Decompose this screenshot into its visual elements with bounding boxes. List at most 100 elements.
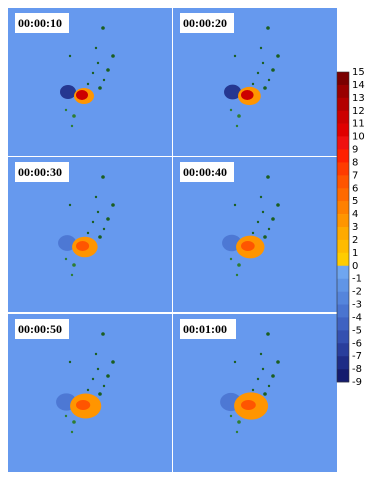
positive-core [241, 400, 256, 410]
colorbar-band [337, 265, 349, 279]
sea [8, 314, 172, 472]
colorbar-tick-label: 8 [352, 157, 358, 168]
colorbar-band [337, 304, 349, 318]
island [70, 124, 74, 128]
colorbar-frame [336, 71, 350, 383]
island [94, 46, 98, 50]
positive-core [76, 400, 91, 410]
island [256, 71, 260, 75]
colorbar-tick-label: 2 [352, 235, 358, 246]
island [266, 332, 270, 336]
island [91, 220, 95, 224]
island [235, 430, 239, 434]
colorbar-tick-label: -4 [352, 312, 362, 323]
negative-blob [224, 84, 242, 100]
colorbar-band [337, 149, 349, 163]
colorbar-band [337, 356, 349, 370]
time-label: 00:00:10 [18, 16, 62, 30]
island [263, 86, 267, 90]
island [102, 227, 106, 231]
colorbar-tick-label: 12 [352, 106, 365, 117]
colorbar-band [337, 239, 349, 254]
island [64, 108, 68, 112]
colorbar-band [337, 97, 349, 112]
island [106, 217, 110, 221]
island [70, 430, 74, 434]
island [237, 420, 241, 424]
island [96, 61, 100, 65]
island [233, 54, 237, 58]
colorbar-tick-label: 5 [352, 196, 358, 207]
colorbar-band [337, 162, 349, 176]
map-panel: 00:01:00 [173, 314, 337, 472]
colorbar-tick-label: 11 [352, 119, 365, 130]
island [72, 114, 76, 118]
time-box [180, 13, 234, 33]
colorbar-tick-label: -3 [352, 300, 362, 311]
colorbar-tick-label: 7 [352, 170, 358, 181]
colorbar-band [337, 343, 349, 357]
island [68, 360, 72, 364]
island [263, 235, 267, 239]
time-label: 00:00:20 [183, 16, 227, 30]
time-box [15, 319, 69, 339]
island [251, 231, 255, 235]
island [251, 82, 255, 86]
colorbar-tick-label: 6 [352, 183, 358, 194]
island [261, 61, 265, 65]
colorbar-band [337, 175, 349, 189]
island [94, 195, 98, 199]
island [101, 175, 105, 179]
negative-blob [58, 235, 77, 251]
island [111, 54, 115, 58]
island [94, 352, 98, 356]
positive-core [241, 241, 255, 251]
positive-core [76, 241, 90, 251]
island [235, 124, 239, 128]
colorbar-band [337, 317, 349, 331]
island [271, 68, 275, 72]
island [70, 273, 74, 277]
colorbar-tick-label: -1 [352, 274, 362, 285]
island [267, 227, 271, 231]
island [259, 352, 263, 356]
island [261, 210, 265, 214]
sea [8, 157, 172, 312]
island [111, 203, 115, 207]
island [267, 78, 271, 82]
island [106, 68, 110, 72]
island [91, 71, 95, 75]
island [101, 332, 105, 336]
map-panel: 00:00:30 [8, 157, 172, 312]
time-label: 00:00:50 [18, 322, 62, 336]
island [96, 210, 100, 214]
map-panel: 00:00:20 [173, 8, 337, 156]
island [251, 388, 255, 392]
island [72, 420, 76, 424]
island [229, 257, 233, 261]
colorbar-tick-label: 4 [352, 209, 358, 220]
island [267, 384, 271, 388]
island [98, 235, 102, 239]
colorbar-tick-label: 14 [352, 80, 365, 91]
island [266, 175, 270, 179]
island [259, 195, 263, 199]
time-box [15, 13, 69, 33]
colorbar-tick-label: 0 [352, 261, 358, 272]
colorbar-band [337, 369, 349, 383]
island [276, 203, 280, 207]
colorbar-band [337, 72, 349, 86]
colorbar-tick-label: 3 [352, 222, 358, 233]
colorbar-band [337, 123, 349, 137]
island [68, 54, 72, 58]
colorbar-band [337, 278, 349, 292]
negative-blob [60, 85, 76, 99]
island [256, 220, 260, 224]
colorbar-tick-label: 10 [352, 132, 365, 143]
colorbar-band [337, 330, 349, 344]
map-panel: 00:00:50 [8, 314, 172, 472]
colorbar-tick-label: -9 [352, 377, 362, 388]
time-box [15, 162, 69, 182]
colorbar-band [337, 201, 349, 215]
